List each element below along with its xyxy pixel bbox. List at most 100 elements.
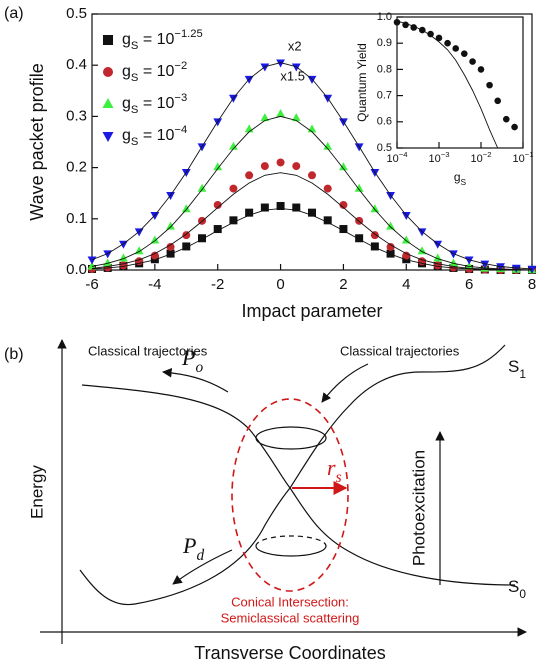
data-point [166, 221, 175, 230]
data-point [166, 192, 175, 201]
data-point [181, 169, 191, 178]
data-point [502, 115, 510, 123]
pd-label: Pd [182, 533, 204, 564]
data-point [486, 81, 493, 89]
data-point [103, 258, 113, 267]
data-point [276, 202, 285, 210]
data-point [229, 216, 238, 225]
data-point [229, 184, 238, 193]
fit-line [91, 115, 533, 271]
ci-label: Semiclassical scattering [221, 610, 360, 625]
data-point [339, 200, 348, 209]
x-tick-label: 10−1 [512, 150, 533, 165]
x-tick-label: 4 [402, 276, 410, 293]
data-point [464, 261, 474, 270]
cone-bottom [255, 545, 327, 557]
y-tick-label: 0.6 [377, 116, 392, 128]
y-tick-label: 0.0 [66, 261, 87, 278]
legend-marker [103, 67, 113, 77]
data-point [260, 162, 269, 171]
y-tick-label: 0.5 [66, 5, 87, 22]
data-point [87, 261, 97, 270]
data-point [339, 162, 348, 171]
x-tick-label: 10−2 [470, 150, 491, 165]
po-label: Po [181, 345, 203, 376]
x-tick-label: 8 [528, 276, 536, 293]
data-point [494, 97, 502, 105]
data-point [229, 141, 238, 150]
data-point [213, 200, 222, 209]
x-axis-label: Impact parameter [241, 301, 382, 321]
y-tick-label: 0.4 [66, 56, 87, 73]
x-axis-label: gS [454, 170, 467, 187]
trajectory-label: Classical trajectories [340, 343, 460, 358]
legend-marker [102, 132, 114, 142]
fit-line [91, 208, 532, 271]
data-point [370, 231, 379, 240]
po-arrow [162, 368, 229, 393]
s0-label: S0 [508, 577, 526, 601]
data-point [150, 251, 159, 260]
y-tick-label: 1.0 [377, 11, 392, 23]
data-point [511, 123, 518, 131]
fit-line [91, 172, 532, 271]
legend-label: gS = 10−2 [122, 60, 187, 84]
data-point [119, 261, 128, 270]
s1-label: S1 [508, 357, 526, 381]
y-tick-label: 0.3 [66, 107, 87, 124]
x-tick-label: 10−4 [386, 150, 408, 165]
y-tick-label: 0.1 [66, 210, 87, 227]
data-point [308, 171, 316, 180]
annotation: x2 [288, 38, 302, 53]
annotation: x1.5 [280, 68, 305, 83]
data-point [401, 212, 411, 221]
data-point [433, 261, 442, 270]
diagram: Classical trajectories Classical traject… [27, 339, 527, 663]
data-point [427, 30, 434, 38]
s1-curve [79, 344, 506, 606]
data-point [393, 18, 401, 26]
cone-bottom-hidden [255, 535, 327, 547]
plot-frame [396, 16, 524, 149]
legend-marker [102, 98, 114, 108]
data-point [511, 264, 521, 273]
data-point [292, 162, 301, 171]
y-tick-label: 0.7 [377, 90, 392, 102]
trajectory-arrow [321, 363, 369, 403]
data-point [291, 113, 301, 122]
legend-label: gS = 10−4 [122, 124, 187, 148]
y-tick-label: 0.9 [377, 37, 392, 49]
data-point [444, 39, 451, 47]
data-point [260, 63, 270, 72]
fit-line [396, 20, 499, 149]
s0-curve [81, 384, 516, 586]
data-point [477, 66, 485, 73]
data-point [197, 183, 207, 192]
data-point [370, 169, 380, 178]
data-point [386, 221, 395, 230]
y-axis-label: Wave packet profile [27, 63, 47, 220]
data-point [166, 242, 175, 251]
data-point [386, 249, 395, 258]
data-point [260, 113, 270, 122]
data-point [435, 34, 443, 42]
data-point [134, 228, 144, 237]
x-tick-label: -6 [85, 276, 98, 293]
fit-line [91, 62, 533, 270]
data-point [480, 260, 490, 269]
ci-label: Conical Intersection: [231, 594, 349, 609]
data-point [339, 225, 348, 234]
data-point [213, 225, 222, 234]
data-point [401, 235, 411, 244]
x-tick-label: 2 [339, 276, 347, 293]
coordinate-label: Transverse Coordinates [194, 643, 385, 663]
data-point [182, 231, 191, 240]
y-tick-label: 0.2 [66, 159, 87, 176]
x-tick-label: 6 [465, 276, 473, 293]
data-point [276, 158, 285, 167]
panel-label: (a) [4, 5, 24, 22]
legend-label: gS = 10−3 [122, 92, 187, 116]
y-axis-label: Quantum Yield [355, 43, 369, 122]
data-point [276, 109, 285, 118]
